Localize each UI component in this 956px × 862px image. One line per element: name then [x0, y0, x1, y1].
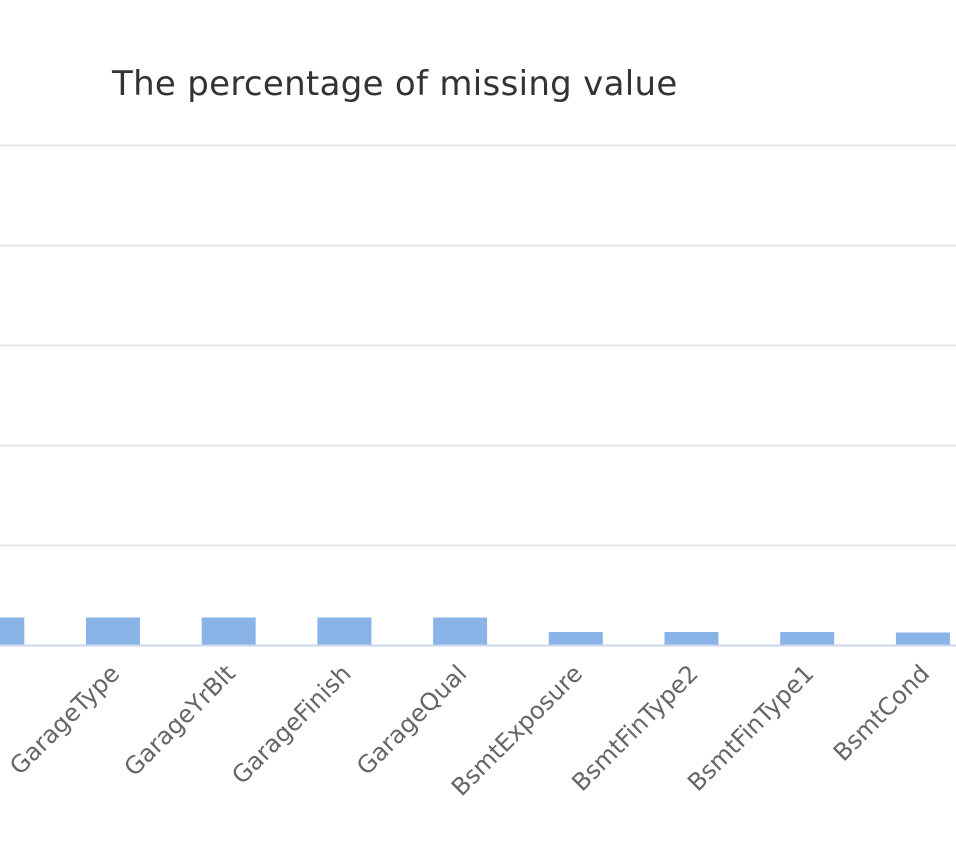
bar-BsmtFinType2[interactable]	[664, 632, 719, 645]
chart-title: The percentage of missing value	[112, 64, 678, 104]
x-tick-label-BsmtCond: BsmtCond	[828, 659, 935, 766]
bar-GarageYrBlt[interactable]	[201, 617, 256, 646]
x-tick-label-GarageYrBlt: GarageYrBlt	[119, 659, 241, 781]
bars	[0, 617, 950, 646]
bar-GarageType[interactable]	[86, 617, 140, 646]
x-tick-label-GarageFinish: GarageFinish	[226, 659, 356, 789]
bar-GarageFinish[interactable]	[317, 617, 372, 646]
bar-BsmtFinType1[interactable]	[780, 632, 835, 645]
bar-partial-left	[0, 617, 25, 645]
x-tick-labels: GarageTypeGarageYrBltGarageFinishGarageQ…	[4, 659, 935, 801]
x-tick-label-GarageQual: GarageQual	[351, 659, 472, 780]
bar-BsmtExposure[interactable]	[548, 632, 603, 645]
x-tick-label-GarageType: GarageType	[4, 659, 125, 780]
gridlines	[0, 144, 956, 547]
bar-GarageQual[interactable]	[433, 617, 488, 646]
bar-BsmtCond[interactable]	[895, 632, 950, 646]
